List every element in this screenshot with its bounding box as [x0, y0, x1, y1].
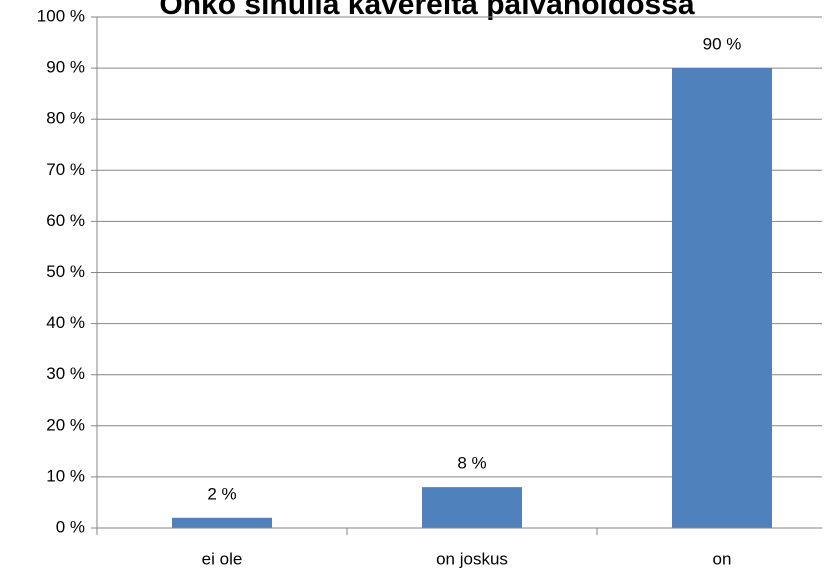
value-label: 90 % [703, 35, 742, 54]
y-tick-label: 50 % [46, 262, 85, 281]
y-tick-label: 80 % [46, 109, 85, 128]
y-tick-label: 20 % [46, 415, 85, 434]
y-tick-label: 10 % [46, 466, 85, 485]
y-tick-label: 60 % [46, 211, 85, 230]
y-tick-label: 40 % [46, 313, 85, 332]
value-label: 2 % [207, 484, 236, 503]
x-tick-label: on joskus [436, 549, 508, 568]
y-tick-label: 70 % [46, 160, 85, 179]
x-tick-label: ei ole [202, 549, 243, 568]
chart-title: Onko sinulla kavereita päivähoidossa [159, 0, 695, 21]
y-tick-label: 0 % [56, 517, 85, 536]
bar [422, 487, 522, 528]
y-tick-label: 90 % [46, 58, 85, 77]
bar [172, 517, 272, 528]
bar [672, 68, 772, 528]
y-tick-label: 100 % [37, 6, 85, 25]
value-label: 8 % [457, 454, 486, 473]
y-tick-label: 30 % [46, 364, 85, 383]
x-tick-label: on [713, 549, 732, 568]
